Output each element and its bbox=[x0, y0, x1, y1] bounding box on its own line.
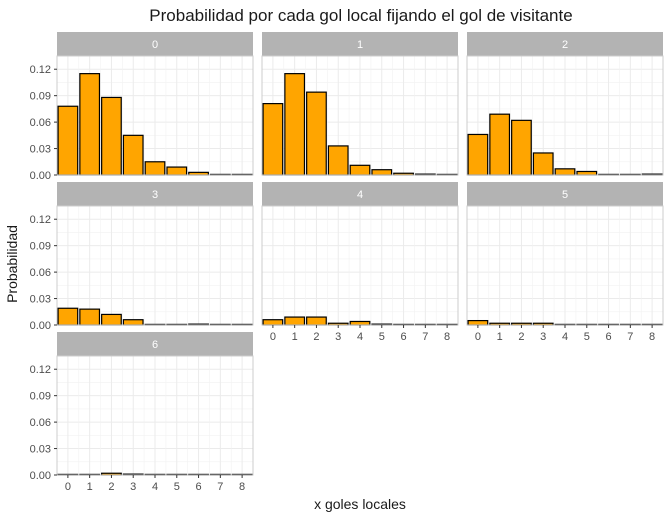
y-tick-label: 0.03 bbox=[30, 294, 51, 306]
facet-strip bbox=[262, 182, 458, 206]
facet-panel-2: 2 bbox=[466, 32, 664, 176]
facet-strip-label: 4 bbox=[357, 189, 363, 201]
x-tick-label: 8 bbox=[649, 331, 655, 343]
facet-strip bbox=[57, 32, 253, 56]
x-tick-label: 3 bbox=[335, 331, 341, 343]
x-tick-label: 3 bbox=[540, 331, 546, 343]
x-tick-label: 0 bbox=[475, 331, 481, 343]
bar bbox=[349, 164, 371, 176]
facet-panel-5: 5 0 1 2 3 4 5 6 7 8 bbox=[466, 182, 664, 343]
bar bbox=[79, 73, 101, 176]
bar bbox=[554, 168, 576, 176]
bar bbox=[262, 102, 284, 176]
bar bbox=[576, 170, 598, 176]
facet-panel-0: 0 0.00 0.03 0.06 0.09 0.12 bbox=[30, 32, 254, 182]
y-tick-label: 0.03 bbox=[30, 444, 51, 456]
x-tick-label: 5 bbox=[584, 331, 590, 343]
x-tick-label: 5 bbox=[174, 481, 180, 493]
bar bbox=[284, 73, 306, 176]
y-tick-label: 0.09 bbox=[30, 241, 51, 253]
x-tick-label: 4 bbox=[562, 331, 568, 343]
facet-strip bbox=[467, 182, 663, 206]
panel-border bbox=[56, 55, 254, 176]
bar bbox=[101, 313, 122, 326]
facet-panel-3: 3 0.00 0.03 0.06 0.09 0.12 bbox=[30, 182, 254, 332]
bar bbox=[306, 316, 327, 326]
x-tick-label: 7 bbox=[627, 331, 633, 343]
bar bbox=[306, 91, 327, 176]
bar bbox=[511, 119, 532, 176]
y-tick-label: 0.00 bbox=[30, 470, 51, 482]
bar bbox=[57, 105, 79, 176]
y-tick-label: 0.06 bbox=[30, 117, 51, 129]
y-tick-label: 0.00 bbox=[30, 320, 51, 332]
x-tick-label: 5 bbox=[379, 331, 385, 343]
x-axis-title: x goles locales bbox=[314, 496, 406, 512]
x-tick-label: 0 bbox=[65, 481, 71, 493]
bar bbox=[327, 145, 349, 176]
bar bbox=[57, 307, 79, 326]
bar bbox=[166, 166, 188, 176]
facet-strip bbox=[57, 182, 253, 206]
facet-strip-label: 2 bbox=[562, 39, 568, 51]
facet-panel-1: 1 bbox=[261, 32, 459, 176]
x-tick-label: 3 bbox=[130, 481, 136, 493]
bar bbox=[122, 134, 144, 176]
x-tick-label: 6 bbox=[605, 331, 611, 343]
x-tick-label: 7 bbox=[217, 481, 223, 493]
y-tick-label: 0.06 bbox=[30, 267, 51, 279]
y-tick-label: 0.03 bbox=[30, 144, 51, 156]
x-tick-label: 2 bbox=[313, 331, 319, 343]
y-tick-label: 0.12 bbox=[30, 64, 51, 76]
facet-strip bbox=[467, 32, 663, 56]
facet-panel-6: 6 0.00 0.03 0.06 0.09 0.12 0 1 2 3 4 5 6 7 8 bbox=[30, 332, 254, 493]
bar bbox=[467, 133, 489, 176]
bar bbox=[532, 152, 554, 176]
x-tick-label: 1 bbox=[497, 331, 503, 343]
panel-border bbox=[56, 205, 254, 326]
bar bbox=[467, 319, 489, 326]
bar bbox=[284, 316, 306, 326]
facet-panels: 0 0.00 0.03 0.06 0.09 0.12 1 2 3 0.00 0.03 0.06 0.09… bbox=[30, 32, 664, 493]
x-tick-label: 1 bbox=[87, 481, 93, 493]
facet-strip-label: 6 bbox=[152, 339, 158, 351]
bar bbox=[489, 113, 511, 176]
y-axis-title: Probabilidad bbox=[4, 225, 20, 303]
bar bbox=[349, 320, 371, 326]
facet-strip-label: 1 bbox=[357, 39, 363, 51]
bar bbox=[371, 169, 393, 176]
bar bbox=[144, 161, 166, 176]
panel-border bbox=[261, 55, 459, 176]
facet-strip bbox=[57, 332, 253, 356]
x-tick-label: 4 bbox=[152, 481, 158, 493]
chart-title: Probabilidad por cada gol local fijando … bbox=[149, 6, 572, 25]
x-tick-label: 6 bbox=[195, 481, 201, 493]
facet-strip-label: 0 bbox=[152, 39, 158, 51]
x-tick-label: 0 bbox=[270, 331, 276, 343]
x-tick-label: 1 bbox=[292, 331, 298, 343]
facet-strip-label: 3 bbox=[152, 189, 158, 201]
x-tick-label: 6 bbox=[400, 331, 406, 343]
x-tick-label: 2 bbox=[518, 331, 524, 343]
y-tick-label: 0.09 bbox=[30, 91, 51, 103]
x-tick-label: 2 bbox=[108, 481, 114, 493]
y-tick-label: 0.00 bbox=[30, 170, 51, 182]
x-tick-label: 8 bbox=[444, 331, 450, 343]
x-tick-label: 7 bbox=[422, 331, 428, 343]
bar bbox=[101, 96, 122, 176]
bar bbox=[122, 319, 144, 326]
bar bbox=[262, 319, 284, 326]
y-tick-label: 0.12 bbox=[30, 364, 51, 376]
facet-strip bbox=[262, 32, 458, 56]
x-tick-label: 8 bbox=[239, 481, 245, 493]
facet-strip-label: 5 bbox=[562, 189, 568, 201]
bar bbox=[79, 308, 101, 326]
y-tick-label: 0.06 bbox=[30, 417, 51, 429]
x-tick-label: 4 bbox=[357, 331, 363, 343]
y-tick-label: 0.12 bbox=[30, 214, 51, 226]
panel-border bbox=[466, 55, 664, 176]
facet-panel-4: 4 0 1 2 3 4 5 6 7 8 bbox=[261, 182, 459, 343]
y-tick-label: 0.09 bbox=[30, 391, 51, 403]
